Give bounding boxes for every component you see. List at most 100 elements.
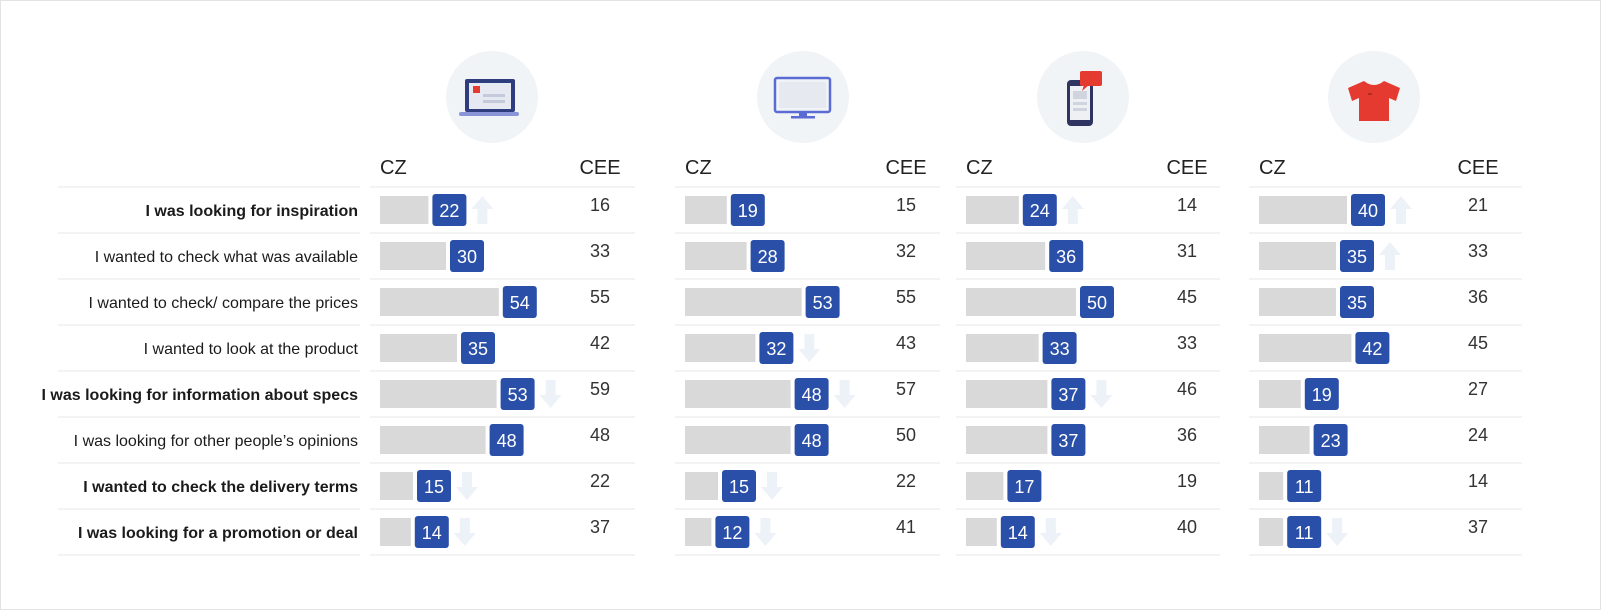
cz-bar — [380, 426, 486, 454]
cz-value-label: 14 — [1008, 523, 1028, 543]
cz-value-label: 11 — [1295, 523, 1314, 543]
tshirt-icon — [1328, 51, 1420, 143]
cz-value-badge — [1340, 240, 1374, 272]
cee-value-label: 19 — [1177, 471, 1197, 491]
cz-bar — [966, 472, 1004, 500]
row-label: I wanted to check/ compare the prices — [89, 295, 358, 312]
row-label: I wanted to check what was available — [95, 249, 358, 266]
cz-value-badge — [450, 240, 484, 272]
cee-value-label: 31 — [1177, 241, 1197, 261]
cz-value-label: 15 — [424, 477, 444, 497]
cz-bar — [685, 380, 791, 408]
cz-bar — [380, 242, 446, 270]
laptop-accent — [473, 86, 480, 93]
cz-value-badge — [715, 516, 750, 548]
laptop-line — [483, 94, 505, 97]
row-label: I was looking for information about spec… — [42, 387, 359, 404]
cee-value-label: 24 — [1468, 425, 1488, 445]
cz-bar — [1259, 242, 1336, 270]
cz-value-badge — [432, 194, 467, 226]
cz-bar — [380, 518, 411, 546]
column-header-cz: CZ — [685, 157, 712, 179]
cz-value-label: 37 — [1058, 385, 1078, 405]
cz-value-badge — [1287, 516, 1322, 548]
cee-value-label: 45 — [1177, 287, 1197, 307]
cz-bar — [380, 472, 413, 500]
column-header-cee: CEE — [1457, 157, 1498, 179]
cee-value-label: 32 — [896, 241, 916, 261]
column-header-cz: CZ — [380, 157, 407, 179]
cz-value-label: 11 — [1295, 477, 1314, 497]
arrow-down-icon — [539, 380, 562, 408]
cee-value-label: 48 — [590, 425, 610, 445]
arrow-down-icon — [833, 380, 856, 408]
arrow-up-icon — [1379, 242, 1401, 270]
cee-value-label: 36 — [1468, 287, 1488, 307]
cz-value-badge — [794, 378, 829, 410]
cee-value-label: 55 — [896, 287, 916, 307]
cee-value-label: 33 — [590, 241, 610, 261]
cee-value-label: 15 — [896, 195, 916, 215]
arrow-down-icon — [1326, 518, 1349, 546]
cz-value-label: 35 — [468, 339, 488, 359]
cz-bar — [966, 196, 1019, 224]
cz-value-badge — [1080, 286, 1114, 318]
column-header-cee: CEE — [1166, 157, 1207, 179]
cz-value-label: 48 — [802, 431, 822, 451]
cee-value-label: 27 — [1468, 379, 1488, 399]
cee-value-label: 14 — [1177, 195, 1197, 215]
arrow-down-icon — [453, 518, 476, 546]
cz-value-badge — [1287, 470, 1322, 502]
cz-value-label: 48 — [497, 431, 517, 451]
cz-bar — [380, 380, 497, 408]
cz-bar — [380, 334, 457, 362]
row-label: I was looking for other people’s opinion… — [74, 433, 358, 450]
arrow-down-icon — [1039, 518, 1062, 546]
cz-bar — [1259, 518, 1284, 546]
cz-bar — [966, 334, 1039, 362]
cz-value-label: 24 — [1030, 201, 1050, 221]
cz-bar — [1259, 472, 1284, 500]
cz-value-label: 35 — [1347, 293, 1367, 313]
row-label: I was looking for inspiration — [146, 203, 358, 220]
smartphone-icon — [1037, 51, 1129, 143]
cz-value-badge — [750, 240, 785, 272]
cz-value-badge — [1049, 240, 1084, 272]
cz-value-badge — [461, 332, 495, 364]
tv-icon — [757, 51, 849, 143]
cz-value-label: 23 — [1321, 431, 1341, 451]
cz-bar — [1259, 196, 1347, 224]
cz-value-badge — [1051, 424, 1086, 456]
arrow-up-icon — [1061, 196, 1084, 224]
cz-value-badge — [489, 424, 524, 456]
cee-value-label: 55 — [590, 287, 610, 307]
cz-bar — [1259, 334, 1352, 362]
cz-value-label: 35 — [1347, 247, 1367, 267]
cz-value-badge — [722, 470, 756, 502]
cz-bar — [685, 334, 756, 362]
cee-value-label: 33 — [1468, 241, 1488, 261]
tshirt-logo — [1368, 93, 1372, 95]
cee-value-label: 50 — [896, 425, 916, 445]
cee-value-label: 57 — [896, 379, 916, 399]
cz-value-badge — [1304, 378, 1339, 410]
cee-value-label: 37 — [590, 517, 610, 537]
cee-value-label: 14 — [1468, 471, 1488, 491]
cz-value-badge — [500, 378, 535, 410]
cee-value-label: 40 — [1177, 517, 1197, 537]
cz-value-badge — [1313, 424, 1348, 456]
arrow-up-icon — [471, 196, 494, 224]
cz-value-label: 42 — [1362, 339, 1382, 359]
cz-bar — [685, 242, 747, 270]
cz-bar — [685, 196, 727, 224]
cz-bar — [685, 472, 718, 500]
cee-value-label: 21 — [1468, 195, 1488, 215]
column-header-cee: CEE — [885, 157, 926, 179]
cz-bar — [685, 518, 712, 546]
cz-value-label: 14 — [422, 523, 442, 543]
column-header-cee: CEE — [579, 157, 620, 179]
laptop-base — [459, 112, 519, 116]
column-header-cz: CZ — [966, 157, 993, 179]
cz-value-badge — [805, 286, 840, 318]
arrow-down-icon — [754, 518, 777, 546]
